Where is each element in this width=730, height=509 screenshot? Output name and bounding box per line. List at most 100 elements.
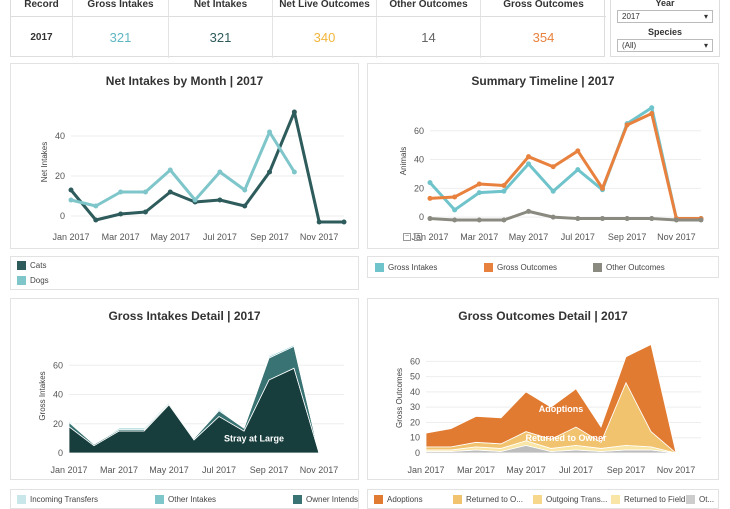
zoom-in-icon[interactable]: + — [414, 233, 422, 241]
series-line — [70, 130, 296, 208]
legend-swatch — [17, 276, 26, 285]
gross-outcomes-chart: 0 10 20 30 40 50 60 Jan 2017 Mar 2017 May 2017 Jul… — [395, 343, 701, 475]
y-tick-label: 20 — [414, 183, 424, 193]
y-tick-label: 60 — [410, 356, 420, 366]
y-tick-label: 40 — [55, 131, 65, 141]
legend-item[interactable]: Cats — [17, 261, 46, 270]
y-axis-label: Net Intakes — [40, 142, 49, 182]
kpi-value-other-outcomes: 14 — [377, 17, 481, 58]
x-tick-label: Nov 2017 — [657, 232, 696, 242]
data-point — [167, 189, 173, 195]
data-point — [649, 105, 655, 111]
data-point — [526, 154, 532, 160]
y-tick-label: 20 — [53, 419, 63, 429]
x-tick-label: Sep 2017 — [608, 232, 647, 242]
data-point — [501, 182, 507, 188]
kpi-value-net-live-outcomes: 340 — [273, 17, 377, 58]
series-line — [428, 106, 701, 221]
year-filter-value: 2017 — [622, 12, 640, 21]
legend-swatch — [484, 263, 493, 272]
y-tick-label: 60 — [53, 360, 63, 370]
legend-item[interactable]: Other Outcomes — [593, 263, 665, 272]
gross-intakes-chart: 0 20 40 60 Jan 2017 Mar 2017 May 2017 Jul 2017 S… — [38, 344, 344, 475]
y-axis-label: Gross Outcomes — [395, 368, 404, 428]
x-tick-label: May 2017 — [509, 232, 549, 242]
y-tick-label: 0 — [419, 212, 424, 222]
data-point — [118, 189, 124, 195]
series-line — [429, 112, 701, 221]
chart-title: Net Intakes by Month | 2017 — [105, 74, 264, 88]
legend-item[interactable]: Gross Outcomes — [484, 263, 557, 272]
data-point — [267, 129, 273, 135]
data-point — [316, 219, 322, 225]
data-point — [341, 219, 347, 225]
data-point — [452, 217, 458, 223]
x-tick-label: Sep 2017 — [607, 465, 646, 475]
y-axis-label: Gross Intakes — [38, 371, 47, 420]
data-point — [575, 167, 581, 173]
x-tick-label: Sep 2017 — [250, 232, 289, 242]
data-point — [673, 217, 679, 223]
year-filter-select[interactable]: 2017 ▾ — [617, 10, 713, 23]
x-tick-label: Nov 2017 — [300, 465, 339, 475]
legend-item[interactable]: Dogs — [17, 276, 49, 285]
zoom-out-icon[interactable]: − — [403, 233, 411, 241]
data-point — [501, 188, 507, 194]
data-point — [624, 216, 630, 222]
x-tick-label: Jul 2017 — [559, 465, 593, 475]
x-tick-label: Jul 2017 — [202, 465, 236, 475]
data-point — [476, 181, 482, 187]
gross-intakes-legend: Incoming Transfers Other Intakes Owner I… — [10, 489, 359, 509]
kpi-value-year: 2017 — [11, 17, 73, 58]
species-filter-label: Species — [647, 27, 683, 37]
y-tick-label: 20 — [55, 171, 65, 181]
y-tick-label: 40 — [53, 390, 63, 400]
legend-label: Cats — [30, 261, 47, 270]
x-tick-label: May 2017 — [151, 232, 191, 242]
legend-label: Gross Intakes — [388, 263, 438, 272]
x-tick-label: Mar 2017 — [100, 465, 138, 475]
data-point — [192, 197, 198, 203]
data-point — [93, 217, 99, 223]
y-axis-label: Animals — [399, 147, 408, 175]
species-filter-select[interactable]: (All) ▾ — [617, 39, 713, 52]
gross-intakes-panel: Gross Intakes Detail | 2017 0 20 40 60 Jan 2… — [10, 298, 359, 480]
x-tick-label: May 2017 — [149, 465, 189, 475]
legend-label: Dogs — [30, 276, 49, 285]
data-point — [242, 203, 248, 209]
legend-swatch — [593, 263, 602, 272]
data-point — [476, 190, 482, 196]
x-tick-label: Jan 2017 — [411, 232, 448, 242]
kpi-header-net-live-outcomes: Net Live Outcomes — [273, 0, 377, 17]
data-point — [452, 194, 458, 200]
data-point — [624, 122, 630, 128]
data-point — [649, 216, 655, 222]
data-point — [217, 169, 223, 175]
y-tick-label: 0 — [415, 448, 420, 458]
y-tick-label: 60 — [414, 126, 424, 136]
legend-swatch — [375, 263, 384, 272]
kpi-header-year: Year of Record — [11, 0, 73, 17]
legend-label: Other Outcomes — [606, 263, 665, 272]
x-tick-label: Mar 2017 — [457, 465, 495, 475]
area-band — [68, 344, 344, 454]
legend-swatch — [17, 261, 26, 270]
data-point — [550, 188, 556, 194]
data-point — [575, 148, 581, 154]
series-line — [429, 209, 701, 222]
x-tick-label: Nov 2017 — [300, 232, 339, 242]
y-tick-label: 10 — [410, 433, 420, 443]
chevron-down-icon: ▾ — [703, 41, 708, 50]
data-point — [599, 185, 605, 191]
data-point — [649, 111, 655, 117]
legend-label: Gross Outcomes — [497, 263, 558, 272]
y-tick-label: 40 — [414, 155, 424, 165]
kpi-header-gross-outcomes: Gross Outcomes — [481, 0, 606, 17]
area-annotation: Returned to Owner — [525, 433, 607, 443]
net-intakes-legend: Cats Dogs — [10, 256, 359, 290]
data-point — [217, 197, 223, 203]
data-point — [267, 169, 273, 175]
data-point — [167, 167, 173, 173]
legend-item[interactable]: Gross Intakes — [375, 263, 437, 272]
data-point — [142, 209, 148, 215]
